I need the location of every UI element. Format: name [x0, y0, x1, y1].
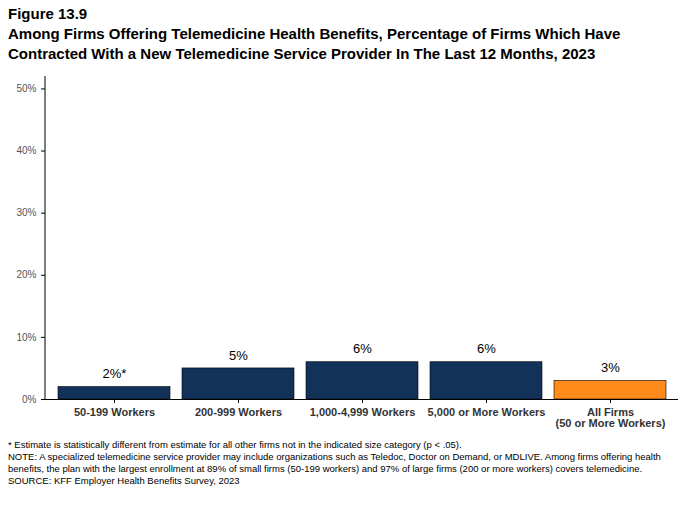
html-text:SOURCE: KFF Employer Health Be: SOURCE: KFF Employer Health Benefits Sur… — [8, 475, 240, 486]
svg-text:2%*: 2%* — [103, 366, 127, 381]
html-text:* Estimate is statistically di: * Estimate is statistically different fr… — [8, 439, 462, 450]
svg-text:30%: 30% — [16, 207, 36, 218]
svg-text:50-199 Workers: 50-199 Workers — [74, 406, 155, 418]
svg-text:1,000-4,999 Workers: 1,000-4,999 Workers — [310, 406, 416, 418]
html-text:Figure 13.9: Figure 13.9 — [8, 5, 88, 22]
svg-text:5%: 5% — [229, 348, 248, 363]
svg-text:10%: 10% — [16, 332, 36, 343]
svg-text:50%: 50% — [16, 83, 36, 94]
svg-text:6%: 6% — [477, 341, 496, 356]
html-text:Among Firms Offering Telemedic: Among Firms Offering Telemedicine Health… — [8, 25, 621, 62]
html-text:NOTE: A specialized telemedici: NOTE: A specialized telemedicine service… — [8, 451, 661, 474]
svg-text:40%: 40% — [16, 145, 36, 156]
svg-text:20%: 20% — [16, 269, 36, 280]
svg-text:3%: 3% — [601, 360, 620, 375]
svg-text:0%: 0% — [22, 394, 37, 405]
svg-text:5,000 or More Workers: 5,000 or More Workers — [428, 406, 546, 418]
svg-text:6%: 6% — [353, 341, 372, 356]
svg-text:200-999 Workers: 200-999 Workers — [195, 406, 282, 418]
svg-text:All Firms(50 or More Workers): All Firms(50 or More Workers) — [556, 406, 666, 429]
